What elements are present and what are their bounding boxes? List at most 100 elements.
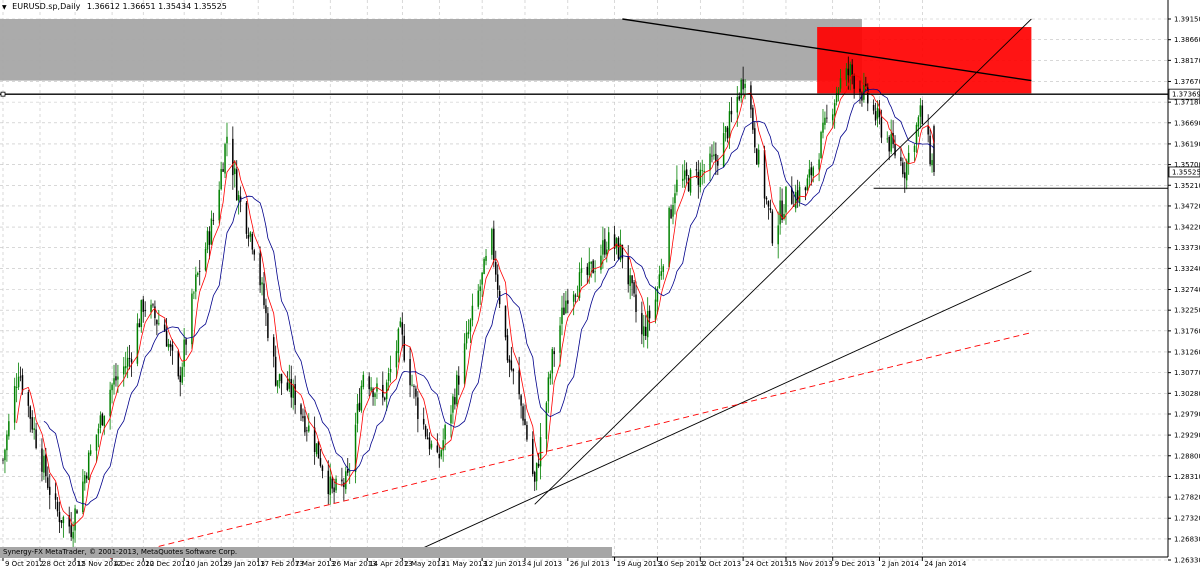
- candle-bear: [526, 425, 528, 440]
- candle-bull: [806, 178, 809, 191]
- candle-bear: [27, 392, 30, 406]
- candle-bear: [687, 177, 690, 192]
- date-tick-label: 21 May 2013: [441, 560, 487, 568]
- date-tick-label: 10 Jan 2013: [186, 560, 228, 568]
- candle-bull: [615, 238, 618, 248]
- marked-level-label-box: [1168, 88, 1200, 100]
- candle-bear: [695, 169, 698, 171]
- candle-bear: [417, 397, 419, 419]
- candle-bear: [633, 282, 635, 294]
- candle-bull: [395, 351, 398, 368]
- candle-bear: [306, 430, 308, 432]
- candle-bear: [2, 459, 4, 461]
- candle-bull: [913, 145, 916, 152]
- candle-bull: [863, 84, 865, 100]
- candle-bull: [210, 218, 213, 245]
- candle-bull: [919, 105, 922, 117]
- candle-bull: [8, 421, 10, 437]
- chart-title-bar: ▼ EURUSD.sp,Daily 1.36612 1.36651 1.3543…: [2, 2, 227, 12]
- candle-bear: [274, 356, 277, 386]
- candle-bear: [711, 155, 713, 157]
- candle-bull: [370, 387, 372, 391]
- candle-bull: [668, 207, 670, 268]
- candle-bull: [399, 321, 402, 327]
- candle-bull: [722, 133, 725, 168]
- candle-bull: [33, 428, 35, 430]
- candle-bull: [356, 404, 359, 424]
- candle-bear: [574, 295, 577, 297]
- candle-bull: [62, 516, 65, 524]
- candle-bear: [179, 375, 181, 383]
- candle-bear: [304, 416, 306, 433]
- candle-bull: [430, 443, 433, 448]
- candle-bull: [136, 323, 139, 364]
- candle-bear: [697, 171, 700, 185]
- candle-bull: [561, 307, 563, 324]
- candle-bull: [886, 138, 889, 140]
- candle-bear: [333, 487, 335, 493]
- price-tick-label: 1.32250: [1174, 307, 1200, 315]
- candle-bear: [313, 427, 316, 452]
- candle-bull: [126, 357, 129, 367]
- candle-bull: [820, 132, 822, 159]
- candle-bull: [183, 339, 185, 367]
- candle-bull: [471, 305, 474, 321]
- candle-bear: [880, 117, 883, 138]
- candle-bull: [15, 386, 18, 388]
- candle-bear: [853, 75, 855, 89]
- date-tick-label: 24 Oct 2013: [745, 560, 788, 568]
- candle-bear: [730, 110, 733, 115]
- candle-bear: [902, 162, 904, 175]
- candle-bull: [699, 169, 702, 187]
- candle-bull: [656, 288, 659, 302]
- candle-bear: [165, 330, 168, 347]
- candle-bear: [771, 211, 774, 244]
- candle-bull: [643, 326, 645, 336]
- candle-bull: [452, 396, 454, 413]
- candle-bull: [481, 272, 483, 285]
- candle-bear: [859, 88, 861, 92]
- menu-arrow-icon[interactable]: ▼: [2, 4, 7, 11]
- candle-bull: [783, 213, 785, 219]
- candle-bear: [259, 253, 261, 286]
- candle-bear: [878, 108, 881, 118]
- candle-bear: [169, 343, 172, 347]
- candle-bull: [181, 367, 183, 383]
- candle-bull: [905, 160, 908, 181]
- candle-bear: [21, 375, 24, 392]
- candle-bull: [535, 462, 538, 482]
- candle-bear: [358, 402, 361, 411]
- candle-bear: [415, 388, 417, 397]
- candle-bear: [810, 167, 813, 176]
- date-tick-label: 20 Dec 2012: [145, 560, 190, 568]
- candle-bull: [572, 294, 575, 302]
- candle-bull: [736, 96, 739, 113]
- price-tick-label: 1.36690: [1174, 119, 1200, 127]
- candle-bear: [319, 458, 322, 466]
- candle-bull: [82, 481, 84, 512]
- candle-bull: [84, 475, 86, 484]
- candle-bull: [602, 240, 604, 255]
- moving-averages: [16, 74, 935, 527]
- candle-bear: [60, 520, 63, 523]
- candle-bull: [545, 402, 548, 439]
- candle-bull: [619, 243, 622, 260]
- candle-bull: [629, 275, 631, 286]
- candle-bear: [76, 510, 78, 514]
- candle-bear: [888, 136, 890, 152]
- candle-bear: [245, 202, 248, 234]
- candle-bear: [756, 148, 758, 165]
- candle-bull: [397, 328, 400, 354]
- candle-bear: [403, 335, 405, 361]
- candle-bull: [354, 424, 357, 473]
- candle-bear: [921, 105, 924, 125]
- candle-bull: [74, 508, 76, 531]
- candle-bear: [520, 395, 522, 406]
- candle-bear: [826, 117, 828, 119]
- date-tick-label: 26 Mar 2013: [332, 560, 376, 568]
- candle-bull: [606, 249, 608, 255]
- candle-bear: [604, 239, 606, 255]
- date-tick-label: 9 Dec 2013: [835, 560, 875, 568]
